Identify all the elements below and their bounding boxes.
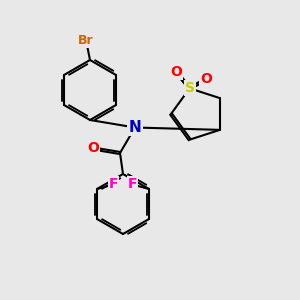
Text: O: O — [170, 65, 182, 79]
Text: O: O — [87, 142, 99, 155]
Text: F: F — [109, 178, 118, 191]
Text: O: O — [200, 72, 212, 86]
Text: S: S — [185, 81, 195, 95]
Text: N: N — [129, 120, 141, 135]
Text: F: F — [128, 178, 137, 191]
Text: Br: Br — [78, 34, 93, 47]
